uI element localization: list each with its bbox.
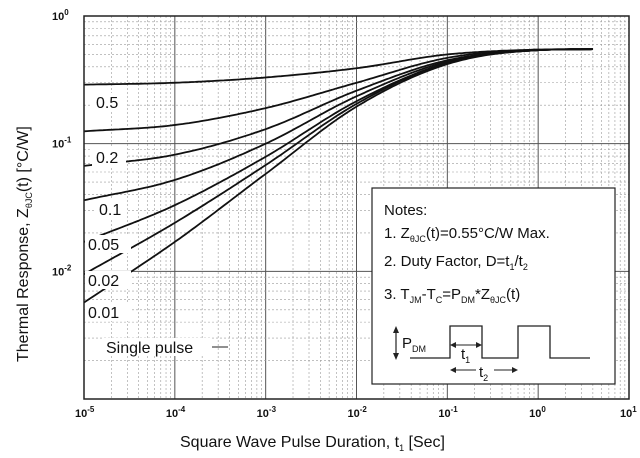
curve-labels: 0.5 0.2 0.1 0.05 0.02 0.01 Single pulse [85, 93, 228, 357]
curve-label-bg [85, 303, 131, 321]
pdm-label: PDM [402, 335, 426, 354]
pdm-arrow-head-up [393, 326, 399, 333]
t2-label: t2 [479, 364, 488, 383]
curve-label-0.02: 0.02 [88, 273, 119, 290]
curve-label-0.5: 0.5 [96, 95, 118, 112]
x-tick-label: 10-3 [257, 405, 277, 420]
note-2: 2. Duty Factor, D=t1/t2 [384, 253, 528, 272]
pulse-diagram: PDM t1 t2 [393, 325, 590, 383]
curve-label-0.2: 0.2 [96, 150, 118, 167]
plot-frame [83, 15, 630, 400]
series-line-6 [83, 48, 593, 304]
x-tick-label: 10-5 [75, 405, 95, 420]
curve-label-bg [102, 338, 212, 356]
curve-label-0.1: 0.1 [99, 202, 121, 219]
pdm-arrow-head-down [393, 353, 399, 360]
x-tick-label: 10-4 [166, 405, 186, 420]
notes-frame [371, 187, 616, 385]
x-tick-labels: 10-5 10-4 10-3 10-2 10-1 100 101 [75, 405, 637, 420]
note-1: 1. ZθJC(t)=0.55°C/W Max. [384, 225, 550, 244]
x-tick-label: 10-1 [438, 405, 458, 420]
curves [83, 48, 593, 304]
y-tick-labels: 100 10-1 10-2 [52, 8, 72, 278]
curve-label-bg [95, 200, 127, 218]
t1-label: t1 [461, 346, 470, 365]
x-tick-label: 10-2 [348, 405, 368, 420]
curve-label-0.05: 0.05 [88, 237, 119, 254]
t2-arrow-head-left [450, 367, 456, 373]
y-axis-title: Thermal Response, ZθJC(t) [°C/W] [15, 126, 34, 362]
grid [84, 16, 629, 399]
y-tick-label: 100 [52, 8, 69, 23]
notes-box: Notes: 1. ZθJC(t)=0.55°C/W Max. 2. Duty … [371, 187, 616, 385]
x-tick-label: 101 [620, 405, 637, 420]
series-line-1 [83, 48, 593, 133]
curve-label-bg [85, 271, 131, 289]
t1-arrow-head-left [450, 342, 456, 348]
pulse-waveform [410, 325, 590, 359]
curve-label-bg [92, 93, 126, 111]
note-3: 3. TJM-TC=PDM*ZθJC(t) [384, 286, 520, 305]
curve-label-single-pulse: Single pulse [106, 340, 193, 357]
t2-label-bg [476, 362, 494, 378]
y-tick-label: 10-1 [52, 136, 72, 151]
t2-arrow-head-right [512, 367, 518, 373]
notes-title: Notes: [384, 202, 427, 219]
x-axis-title: Square Wave Pulse Duration, t1 [Sec] [180, 434, 445, 453]
t1-arrow-head-right [476, 342, 482, 348]
curve-label-0.01: 0.01 [88, 305, 119, 322]
curve-label-bg [92, 148, 126, 166]
x-tick-label: 100 [529, 405, 546, 420]
y-tick-label: 10-2 [52, 263, 72, 278]
curve-label-bg [85, 235, 131, 253]
